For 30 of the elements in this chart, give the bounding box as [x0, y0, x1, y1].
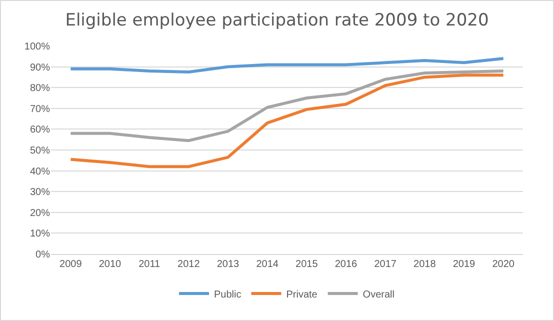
legend-label: Private [286, 289, 318, 300]
y-tick-label: 60% [30, 124, 50, 136]
x-tick-label: 2018 [414, 259, 436, 270]
x-tick-label: 2015 [296, 259, 318, 270]
x-tick-label: 2012 [178, 259, 200, 270]
y-tick-label: 0% [36, 250, 50, 260]
x-tick-label: 2020 [492, 259, 515, 270]
line-series [69, 56, 505, 74]
y-tick-label: 10% [30, 228, 50, 240]
y-tick-label: 100% [24, 42, 50, 52]
y-tick-label: 90% [30, 62, 50, 74]
y-tick-label: 30% [30, 187, 50, 198]
chart-title: Eligible employee participation rate 2009 to 2020 [65, 10, 489, 31]
x-tick-label: 2014 [256, 259, 279, 270]
x-tick-label: 2013 [216, 259, 240, 270]
x-tick-label: 2011 [138, 259, 161, 270]
legend-label: Overall [362, 289, 394, 300]
x-tick-label: 2017 [374, 259, 397, 270]
y-tick-label: 20% [30, 208, 50, 219]
legend-label: Public [214, 289, 242, 300]
x-tick-label: 2010 [98, 259, 122, 270]
y-tick-label: 40% [30, 166, 50, 178]
line-series [69, 69, 505, 142]
line-series [69, 74, 505, 168]
x-tick-label: 2016 [334, 259, 358, 270]
y-tick-label: 70% [30, 104, 50, 115]
y-tick-label: 80% [30, 83, 50, 94]
x-tick-label: 2019 [452, 259, 476, 270]
x-tick-label: 2009 [60, 259, 82, 270]
y-tick-label: 50% [30, 146, 50, 156]
